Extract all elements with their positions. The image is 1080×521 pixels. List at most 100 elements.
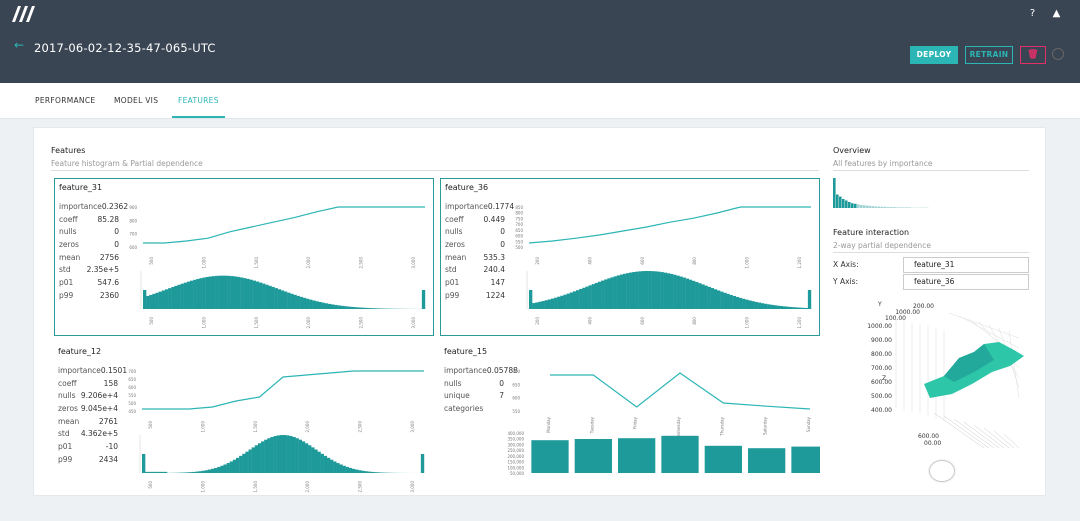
help-icon[interactable]: ? bbox=[1029, 8, 1036, 19]
notification-bell-icon[interactable]: ▲ bbox=[1052, 8, 1061, 19]
stat-label: p01 bbox=[59, 278, 74, 288]
histogram-bar bbox=[691, 280, 696, 309]
histogram-bar bbox=[161, 290, 166, 309]
histogram-bar bbox=[207, 469, 212, 473]
histogram-bar bbox=[569, 292, 574, 309]
overview-title: Overview bbox=[833, 146, 871, 155]
histogram-bar bbox=[374, 308, 379, 309]
pd-x-label: 3,000 bbox=[411, 257, 416, 269]
stat-label: p99 bbox=[59, 290, 74, 300]
count-tick-label: 350,000 bbox=[507, 437, 524, 442]
stat-row: importance 0.1501 bbox=[58, 365, 127, 378]
partial-dependence-line bbox=[143, 206, 425, 244]
histogram-bar bbox=[732, 295, 736, 309]
stat-label: unique bbox=[444, 391, 470, 401]
category-label: Wednesday bbox=[676, 416, 681, 440]
tab-model-vis[interactable]: MODEL VIS bbox=[114, 96, 159, 105]
floor-grid-line bbox=[933, 412, 985, 449]
top-nav-bar: ? ▲ bbox=[0, 0, 1080, 28]
histogram-bar bbox=[745, 299, 749, 309]
deploy-button[interactable]: DEPLOY bbox=[910, 46, 958, 64]
pd-tick-label: 750 bbox=[515, 216, 523, 221]
count-tick-label: 300,000 bbox=[507, 442, 524, 447]
y-axis-select[interactable]: feature_36 bbox=[903, 274, 1029, 290]
interaction-title: Feature interaction bbox=[833, 228, 910, 237]
histogram-bar bbox=[315, 301, 319, 309]
histogram-bar bbox=[160, 471, 165, 473]
histogram-bar bbox=[359, 307, 363, 309]
feature-name: feature_12 bbox=[58, 347, 102, 356]
pd-tick-label: 800 bbox=[515, 211, 523, 216]
stat-value: 4.362e+5 bbox=[80, 429, 118, 439]
histogram-bar bbox=[340, 305, 344, 309]
histogram-bar bbox=[214, 467, 218, 473]
pd-x-label: 500 bbox=[148, 421, 153, 429]
tab-features[interactable]: FEATURES bbox=[172, 96, 225, 118]
pd-x-label: 600 bbox=[640, 257, 645, 265]
histogram-bar bbox=[246, 278, 250, 309]
histogram-bar bbox=[654, 271, 658, 309]
histogram-bar bbox=[232, 459, 237, 473]
stat-label: importance bbox=[444, 366, 487, 375]
histogram-bar bbox=[713, 289, 718, 309]
stat-value: 2756 bbox=[99, 252, 119, 262]
settings-gear-icon[interactable] bbox=[1052, 48, 1064, 60]
histogram-bar bbox=[742, 298, 746, 309]
histogram-bar bbox=[233, 276, 238, 309]
overview-bar bbox=[848, 202, 851, 208]
histogram-bar bbox=[318, 301, 322, 309]
histogram-bar bbox=[312, 300, 316, 309]
histogram-bar bbox=[185, 472, 190, 473]
histogram-bar bbox=[349, 306, 354, 309]
feature-panel[interactable]: feature_15 importance 0.05788 nulls 0 unique 7… bbox=[440, 343, 820, 501]
tab-performance[interactable]: PERFORMANCE bbox=[35, 96, 96, 105]
logo-icon[interactable] bbox=[12, 6, 38, 22]
feature-panel[interactable]: feature_31 importance 0.2362 coeff 85.28 null… bbox=[54, 178, 434, 336]
histogram-bar bbox=[779, 306, 783, 309]
stat-label: mean bbox=[58, 416, 80, 426]
stat-label: coeff bbox=[58, 378, 77, 388]
z-tick-label: 400.00 bbox=[871, 407, 892, 414]
histogram-bar bbox=[616, 275, 621, 309]
stat-label: importance bbox=[59, 202, 102, 211]
histogram-bar bbox=[626, 273, 630, 309]
category-count-bar bbox=[748, 448, 786, 473]
feature-panel[interactable]: feature_12 importance 0.1501 coeff 158 nulls 9… bbox=[54, 343, 434, 501]
pd-x-label: 1,500 bbox=[254, 257, 259, 269]
histogram-bar bbox=[334, 304, 338, 309]
histogram-bar bbox=[676, 275, 680, 309]
overview-importance-chart[interactable] bbox=[833, 174, 933, 210]
stat-label: p99 bbox=[58, 454, 73, 464]
histogram-bar bbox=[252, 280, 256, 309]
stat-value: 0 bbox=[499, 378, 504, 388]
feature-name: feature_15 bbox=[444, 347, 488, 356]
histogram-bar bbox=[685, 278, 689, 309]
stat-label: zeros bbox=[445, 240, 465, 250]
histogram-bar bbox=[226, 463, 230, 473]
histogram-bar bbox=[638, 271, 642, 309]
stat-value: 0.2362 bbox=[101, 202, 129, 211]
delete-button[interactable]: 🗑 bbox=[1020, 46, 1046, 64]
histogram-bar bbox=[251, 447, 255, 473]
histogram-bar bbox=[339, 464, 343, 473]
interaction-3d-plot[interactable]: 1000.00 900.00 800.00 700.00 600.00 500.00 400… bbox=[834, 298, 1034, 458]
stat-row: nulls 0 bbox=[444, 378, 504, 391]
trash-icon: 🗑 bbox=[1027, 50, 1039, 60]
histogram-bar bbox=[293, 294, 297, 309]
histogram-bar bbox=[304, 443, 309, 473]
pd-tick-label: 650 bbox=[515, 228, 523, 233]
histogram-bar bbox=[707, 286, 711, 309]
x-axis-select[interactable]: feature_31 bbox=[903, 257, 1029, 273]
histogram-bar bbox=[541, 301, 545, 309]
histogram-bar bbox=[177, 284, 181, 309]
pd-tick-label: 450 bbox=[128, 409, 136, 414]
stat-value: 0 bbox=[500, 227, 505, 237]
overview-bar bbox=[857, 204, 860, 208]
retrain-button[interactable]: RETRAIN bbox=[965, 46, 1013, 64]
feature-panel[interactable]: feature_36 importance 0.1774 coeff 0.449 null… bbox=[440, 178, 820, 336]
features-title: Features bbox=[51, 146, 86, 155]
z-tick-label: 800.00 bbox=[871, 351, 892, 358]
back-arrow-icon[interactable]: ← bbox=[14, 38, 25, 52]
histogram-bar bbox=[308, 445, 312, 473]
histogram-bar bbox=[720, 291, 724, 309]
